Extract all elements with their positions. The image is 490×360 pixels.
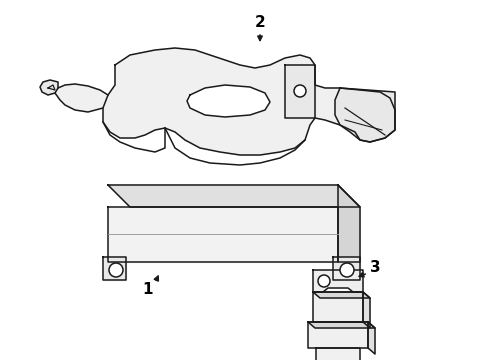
Polygon shape: [316, 348, 360, 360]
Polygon shape: [338, 185, 360, 262]
Circle shape: [340, 263, 354, 277]
Text: 1: 1: [143, 283, 153, 297]
Polygon shape: [363, 292, 370, 328]
Polygon shape: [108, 207, 338, 262]
Polygon shape: [333, 257, 360, 280]
Polygon shape: [187, 85, 270, 117]
Polygon shape: [103, 257, 126, 280]
Polygon shape: [308, 322, 368, 348]
Text: 2: 2: [255, 14, 266, 30]
Polygon shape: [103, 48, 395, 155]
Polygon shape: [335, 88, 395, 142]
Polygon shape: [308, 322, 375, 328]
Polygon shape: [108, 185, 360, 207]
Polygon shape: [313, 292, 363, 322]
Polygon shape: [285, 65, 315, 118]
Polygon shape: [368, 322, 375, 354]
Polygon shape: [313, 292, 370, 298]
Circle shape: [294, 85, 306, 97]
Polygon shape: [40, 80, 58, 95]
Text: 3: 3: [369, 261, 380, 275]
Circle shape: [109, 263, 123, 277]
Polygon shape: [313, 270, 363, 292]
Polygon shape: [55, 84, 108, 112]
Circle shape: [318, 275, 330, 287]
